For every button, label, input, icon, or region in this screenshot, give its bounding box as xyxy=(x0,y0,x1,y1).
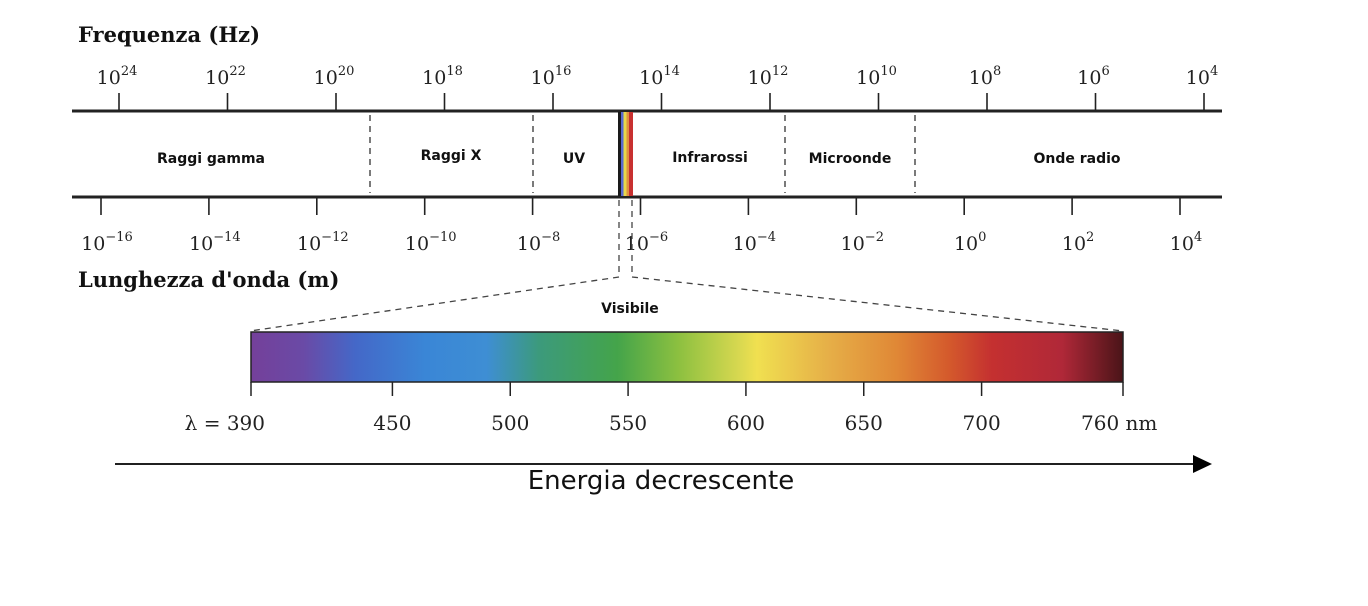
band-label-radio: Onde radio xyxy=(1033,151,1120,167)
visible-tick-label: 550 xyxy=(609,411,647,435)
visible-label: Visibile xyxy=(601,301,659,317)
visible-tick-labels: λ = 390 450 500 550 600 650 700 760 nm xyxy=(185,411,1158,435)
band-label-x: Raggi X xyxy=(421,148,482,164)
band-label-microwave: Microonde xyxy=(809,151,892,167)
visible-tick-label: λ = 390 xyxy=(185,411,265,435)
visible-tick-label: 600 xyxy=(727,411,765,435)
wavelength-tick-label: 102 xyxy=(1062,230,1094,255)
wavelength-tick-label: 10−4 xyxy=(733,230,776,255)
wavelength-tick-label: 10−12 xyxy=(297,230,349,255)
frequency-ticks xyxy=(118,93,1205,111)
visible-strip xyxy=(618,112,633,196)
wavelength-tick-label: 10−8 xyxy=(517,230,560,255)
visible-tick-label: 650 xyxy=(845,411,883,435)
wavelength-tick-label: 10−6 xyxy=(625,230,668,255)
frequency-tick-label: 1016 xyxy=(531,64,572,89)
frequency-tick-label: 1014 xyxy=(639,64,680,89)
wavelength-axis-title: Lunghezza d'onda (m) xyxy=(78,267,339,292)
wavelength-tick-label: 10−10 xyxy=(405,230,457,255)
visible-tick-label: 450 xyxy=(373,411,411,435)
visible-tick-label: 700 xyxy=(963,411,1001,435)
frequency-tick-label: 1010 xyxy=(856,64,897,89)
frequency-tick-label: 1012 xyxy=(748,64,789,89)
wavelength-ticks xyxy=(100,197,1181,215)
frequency-axis-title: Frequenza (Hz) xyxy=(78,22,260,47)
frequency-tick-label: 1018 xyxy=(422,64,463,89)
energy-label: Energia decrescente xyxy=(528,466,794,496)
visible-tick-label: 760 nm xyxy=(1081,411,1157,435)
energy-arrow-head xyxy=(1193,455,1212,473)
frequency-tick-label: 106 xyxy=(1077,64,1109,89)
frequency-tick-label: 1022 xyxy=(205,64,246,89)
band-label-gamma: Raggi gamma xyxy=(157,151,265,167)
frequency-tick-labels: 1024 1022 1020 1018 1016 1014 1012 1010 108 106 10… xyxy=(97,64,1219,89)
visible-tick-label: 500 xyxy=(491,411,529,435)
band-label-uv: UV xyxy=(563,151,585,167)
wavelength-tick-label: 10−14 xyxy=(189,230,241,255)
band-label-infrared: Infrarossi xyxy=(672,150,748,166)
wavelength-tick-labels: 10−16 10−14 10−12 10−10 10−8 10−6 10−4 10−2 100 1… xyxy=(81,230,1202,255)
wavelength-tick-label: 104 xyxy=(1170,230,1202,255)
frequency-tick-label: 1024 xyxy=(97,64,138,89)
visible-spectrum-bar xyxy=(250,331,1124,383)
wavelength-tick-label: 10−2 xyxy=(841,230,884,255)
frequency-tick-label: 108 xyxy=(969,64,1001,89)
wavelength-tick-label: 100 xyxy=(954,230,986,255)
frequency-tick-label: 1020 xyxy=(314,64,355,89)
wavelength-tick-label: 10−16 xyxy=(81,230,133,255)
zoom-line-right xyxy=(631,276,1124,332)
visible-ticks xyxy=(250,382,1124,396)
frequency-tick-label: 104 xyxy=(1186,64,1218,89)
zoom-line-left xyxy=(249,276,620,332)
